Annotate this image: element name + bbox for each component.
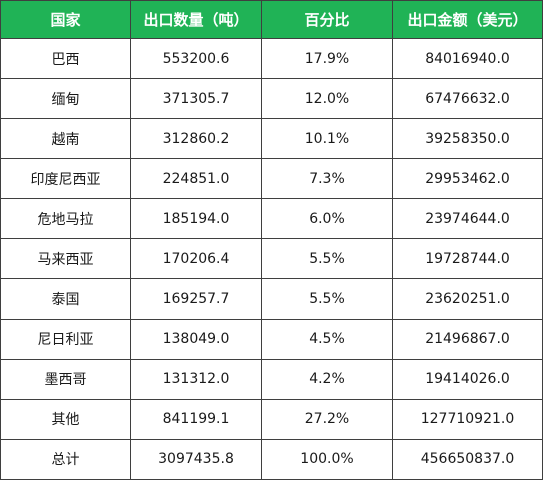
table-row: 巴西 553200.6 17.9% 84016940.0 — [0, 37, 543, 80]
cell-amount: 67476632.0 — [392, 78, 543, 120]
cell-amount: 19728744.0 — [392, 238, 543, 280]
cell-percent: 10.1% — [261, 118, 393, 160]
cell-percent: 4.2% — [261, 358, 393, 400]
cell-amount: 21496867.0 — [392, 318, 543, 360]
cell-amount: 127710921.0 — [392, 398, 543, 440]
cell-country: 缅甸 — [0, 78, 131, 120]
table-header: 国家 出口数量（吨） 百分比 出口金额（美元） — [0, 0, 543, 39]
cell-percent: 5.5% — [261, 278, 393, 320]
header-quantity: 出口数量（吨） — [130, 0, 262, 39]
cell-country: 泰国 — [0, 278, 131, 320]
cell-quantity: 138049.0 — [130, 318, 262, 360]
cell-quantity: 185194.0 — [130, 198, 262, 240]
cell-quantity: 841199.1 — [130, 398, 262, 440]
cell-quantity: 371305.7 — [130, 78, 262, 120]
cell-country: 印度尼西亚 — [0, 158, 131, 200]
header-country: 国家 — [0, 0, 131, 39]
header-row: 国家 出口数量（吨） 百分比 出口金额（美元） — [0, 0, 543, 39]
cell-country: 巴西 — [0, 37, 131, 80]
cell-percent: 5.5% — [261, 238, 393, 280]
cell-percent: 4.5% — [261, 318, 393, 360]
table-row: 尼日利亚 138049.0 4.5% 21496867.0 — [0, 318, 543, 360]
cell-country: 危地马拉 — [0, 198, 131, 240]
table-row: 越南 312860.2 10.1% 39258350.0 — [0, 118, 543, 160]
cell-percent: 12.0% — [261, 78, 393, 120]
table-row: 马来西亚 170206.4 5.5% 19728744.0 — [0, 238, 543, 280]
table-row: 泰国 169257.7 5.5% 23620251.0 — [0, 278, 543, 320]
cell-quantity: 3097435.8 — [130, 438, 262, 481]
table-row: 其他 841199.1 27.2% 127710921.0 — [0, 398, 543, 440]
cell-quantity: 553200.6 — [130, 37, 262, 80]
table-row: 缅甸 371305.7 12.0% 67476632.0 — [0, 78, 543, 120]
cell-quantity: 224851.0 — [130, 158, 262, 200]
header-amount: 出口金额（美元） — [392, 0, 543, 39]
cell-amount: 84016940.0 — [392, 37, 543, 80]
header-percent: 百分比 — [261, 0, 393, 39]
table-row: 墨西哥 131312.0 4.2% 19414026.0 — [0, 358, 543, 400]
cell-country: 马来西亚 — [0, 238, 131, 280]
cell-country: 越南 — [0, 118, 131, 160]
cell-amount: 29953462.0 — [392, 158, 543, 200]
table-row: 危地马拉 185194.0 6.0% 23974644.0 — [0, 198, 543, 240]
cell-country: 其他 — [0, 398, 131, 440]
table-body: 巴西 553200.6 17.9% 84016940.0 缅甸 371305.7 12.0%… — [0, 37, 543, 481]
cell-amount: 23620251.0 — [392, 278, 543, 320]
cell-amount: 23974644.0 — [392, 198, 543, 240]
cell-quantity: 131312.0 — [130, 358, 262, 400]
cell-quantity: 170206.4 — [130, 238, 262, 280]
cell-amount: 456650837.0 — [392, 438, 543, 481]
cell-percent: 17.9% — [261, 37, 393, 80]
cell-percent: 7.3% — [261, 158, 393, 200]
cell-amount: 39258350.0 — [392, 118, 543, 160]
cell-country: 墨西哥 — [0, 358, 131, 400]
table-row: 印度尼西亚 224851.0 7.3% 29953462.0 — [0, 158, 543, 200]
table-row: 总计 3097435.8 100.0% 456650837.0 — [0, 438, 543, 481]
cell-percent: 6.0% — [261, 198, 393, 240]
cell-percent: 27.2% — [261, 398, 393, 440]
cell-quantity: 169257.7 — [130, 278, 262, 320]
cell-percent: 100.0% — [261, 438, 393, 481]
cell-country: 总计 — [0, 438, 131, 481]
cell-amount: 19414026.0 — [392, 358, 543, 400]
cell-country: 尼日利亚 — [0, 318, 131, 360]
cell-quantity: 312860.2 — [130, 118, 262, 160]
